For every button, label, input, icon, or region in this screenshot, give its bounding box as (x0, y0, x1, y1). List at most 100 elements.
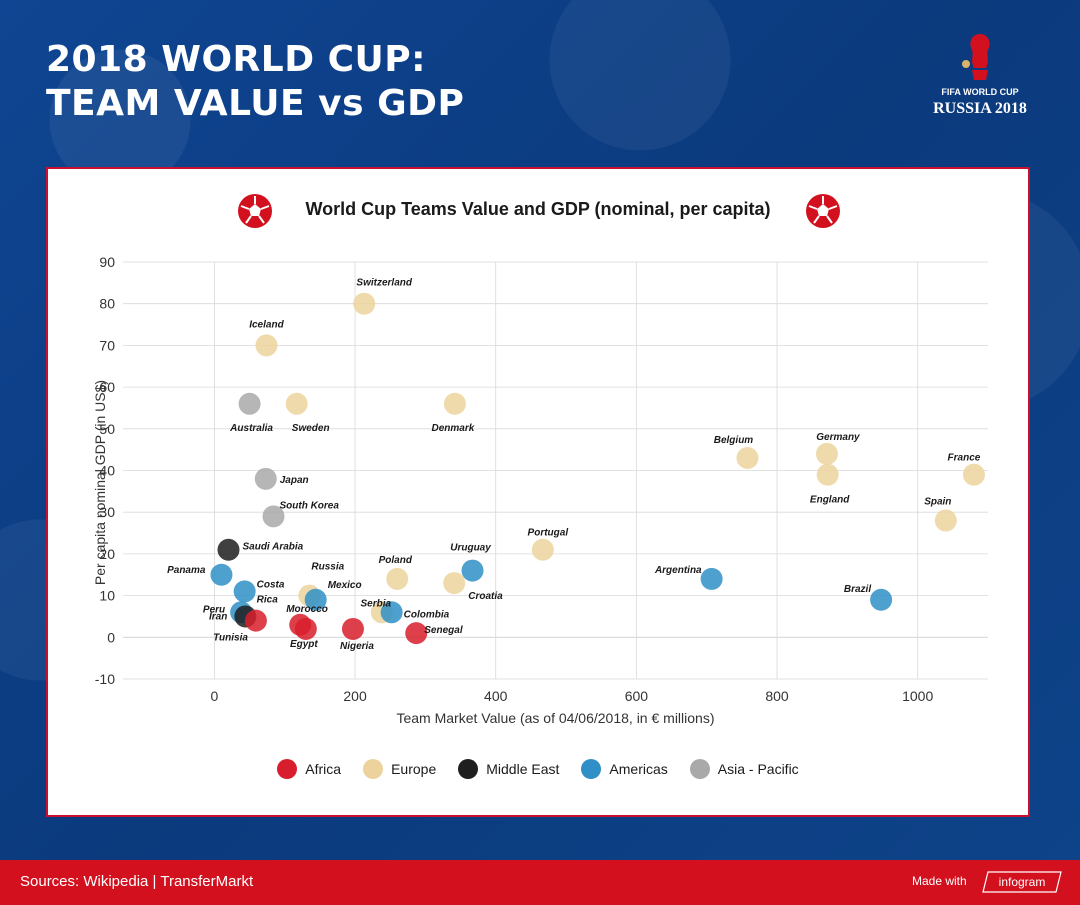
legend-dot-americas (581, 759, 602, 779)
point-label: Tunisia (213, 633, 248, 644)
legend-dot-middle-east (458, 759, 479, 779)
grid-layer (123, 261, 988, 680)
point-label: Sweden (292, 423, 330, 434)
legend: Africa Europe Middle East Americas Asia … (48, 759, 1028, 779)
point-label: Poland (379, 555, 413, 566)
data-point (443, 572, 466, 595)
data-point (962, 463, 985, 486)
soccer-ball-icon (238, 194, 272, 228)
fifa-trophy-icon (962, 34, 990, 80)
point-label: Denmark (432, 423, 475, 434)
legend-label-americas: Americas (609, 761, 668, 777)
point-label: Russia (311, 562, 344, 573)
y-tick-label: 30 (99, 504, 115, 520)
chart-card: World Cup Teams Value and GDP (nominal, … (46, 167, 1030, 817)
data-point (380, 601, 403, 624)
infogram-badge[interactable]: infogram (982, 871, 1062, 893)
point-label: Costa (257, 579, 285, 590)
legend-dot-asia-pacific (689, 759, 710, 779)
y-axis-label: Per capita nominal GDP (in US$) (92, 380, 108, 585)
y-tick-label: 90 (99, 254, 115, 270)
legend-label-africa: Africa (305, 761, 342, 777)
y-tick-label: 0 (107, 629, 115, 645)
x-tick-label: 1000 (902, 688, 933, 704)
x-tick-label: 600 (625, 688, 649, 704)
point-label: South Korea (279, 500, 339, 511)
legend-dot-europe (363, 759, 384, 779)
y-tick-label: 40 (99, 463, 115, 479)
scatter-plot: 90 80 70 60 50 40 30 20 10 0 -10 0 200 400 600 800 1000 T… (92, 254, 988, 726)
logo-text-fifa: FIFA WORLD CUP (941, 87, 1019, 97)
data-point (461, 559, 484, 582)
point-label: Panama (167, 565, 206, 576)
point-layer (210, 292, 985, 645)
point-label: Senegal (424, 625, 463, 636)
legend-item-asia-pacific[interactable]: Asia - Pacific (689, 759, 799, 779)
data-point (815, 442, 838, 465)
soccer-ball-icon (806, 194, 840, 228)
data-point (816, 463, 839, 486)
data-point (386, 567, 409, 590)
point-label: Australia (229, 423, 273, 434)
point-label: Argentina (654, 565, 702, 576)
legend-item-africa[interactable]: Africa (277, 759, 341, 779)
point-label: Iceland (249, 319, 284, 330)
sources-text: Sources: Wikipedia | TransferMarkt (20, 873, 254, 890)
data-point (255, 334, 278, 357)
point-label: Germany (816, 432, 860, 443)
data-point (244, 609, 267, 632)
fifa-logo: FIFA WORLD CUP RUSSIA 2018 (920, 30, 1040, 122)
point-label: England (810, 495, 850, 506)
legend-dot-africa (277, 759, 298, 779)
infogram-badge-outline-icon (982, 871, 1062, 893)
y-tick-label: 70 (99, 337, 115, 353)
data-point (285, 392, 308, 415)
x-axis-label: Team Market Value (as of 04/06/2018, in … (396, 710, 714, 726)
point-label: Serbia (361, 598, 392, 609)
point-label: Colombia (404, 609, 450, 620)
point-label: Mexico (328, 580, 362, 591)
infogram-text: infogram (998, 875, 1046, 889)
x-tick-label: 400 (484, 688, 508, 704)
point-label: Saudi Arabia (242, 542, 303, 553)
y-tick-label: 20 (99, 546, 115, 562)
axis-layer: 90 80 70 60 50 40 30 20 10 0 -10 0 200 400 600 800 1000 T… (92, 254, 933, 726)
point-label: Morocco (286, 604, 328, 615)
y-tick-label: 80 (99, 296, 115, 312)
data-point (700, 567, 723, 590)
point-label: Nigeria (340, 641, 374, 652)
data-point (262, 505, 285, 528)
data-point (934, 509, 957, 532)
page-title-line2: TEAM VALUE vs GDP (46, 83, 465, 124)
y-tick-label: 10 (99, 588, 115, 604)
legend-item-americas[interactable]: Americas (581, 759, 668, 779)
x-tick-label: 0 (211, 688, 219, 704)
x-tick-label: 800 (765, 688, 789, 704)
point-label: Brazil (844, 584, 871, 595)
y-tick-label: -10 (95, 671, 115, 687)
legend-label-middle-east: Middle East (486, 761, 560, 777)
point-label: Japan (280, 475, 309, 486)
point-label: Rica (257, 594, 279, 605)
page-title-line1: 2018 WORLD CUP: (46, 39, 427, 80)
made-with-text: Made with (912, 874, 967, 888)
data-point (238, 392, 261, 415)
data-point (294, 617, 317, 640)
data-point (233, 580, 256, 603)
legend-item-middle-east[interactable]: Middle East (458, 759, 559, 779)
point-label: Croatia (468, 591, 503, 602)
legend-item-europe[interactable]: Europe (363, 759, 436, 779)
data-point (443, 392, 466, 415)
point-label: Spain (924, 497, 951, 508)
y-tick-label: 60 (99, 379, 115, 395)
chart-title: World Cup Teams Value and GDP (nominal, … (305, 199, 771, 219)
data-point (254, 467, 277, 490)
logo-text-russia: RUSSIA 2018 (933, 100, 1027, 117)
point-label: Peru (203, 604, 225, 615)
point-label: Iran (209, 611, 227, 622)
data-point (531, 538, 554, 561)
y-tick-label: 50 (99, 421, 115, 437)
data-point (353, 292, 376, 315)
data-point (736, 446, 759, 469)
data-point (304, 588, 327, 611)
